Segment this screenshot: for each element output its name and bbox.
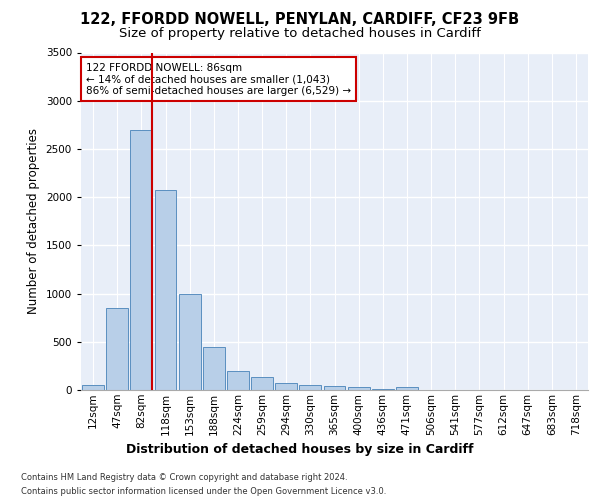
Bar	[203, 346, 224, 390]
Bar	[227, 370, 249, 390]
Text: Contains public sector information licensed under the Open Government Licence v3: Contains public sector information licen…	[21, 488, 386, 496]
Bar	[396, 387, 418, 390]
Bar	[82, 385, 104, 390]
Bar	[106, 308, 128, 390]
Y-axis label: Number of detached properties: Number of detached properties	[27, 128, 40, 314]
Bar	[155, 190, 176, 390]
Bar	[372, 389, 394, 390]
Bar	[348, 387, 370, 390]
Bar	[299, 384, 321, 390]
Text: Contains HM Land Registry data © Crown copyright and database right 2024.: Contains HM Land Registry data © Crown c…	[21, 472, 347, 482]
Bar	[275, 383, 297, 390]
Bar	[130, 130, 152, 390]
Text: 122, FFORDD NOWELL, PENYLAN, CARDIFF, CF23 9FB: 122, FFORDD NOWELL, PENYLAN, CARDIFF, CF…	[80, 12, 520, 28]
Bar	[251, 376, 273, 390]
Bar	[179, 294, 200, 390]
Bar	[323, 386, 346, 390]
Text: Size of property relative to detached houses in Cardiff: Size of property relative to detached ho…	[119, 28, 481, 40]
Text: 122 FFORDD NOWELL: 86sqm
← 14% of detached houses are smaller (1,043)
86% of sem: 122 FFORDD NOWELL: 86sqm ← 14% of detach…	[86, 62, 351, 96]
Text: Distribution of detached houses by size in Cardiff: Distribution of detached houses by size …	[126, 442, 474, 456]
